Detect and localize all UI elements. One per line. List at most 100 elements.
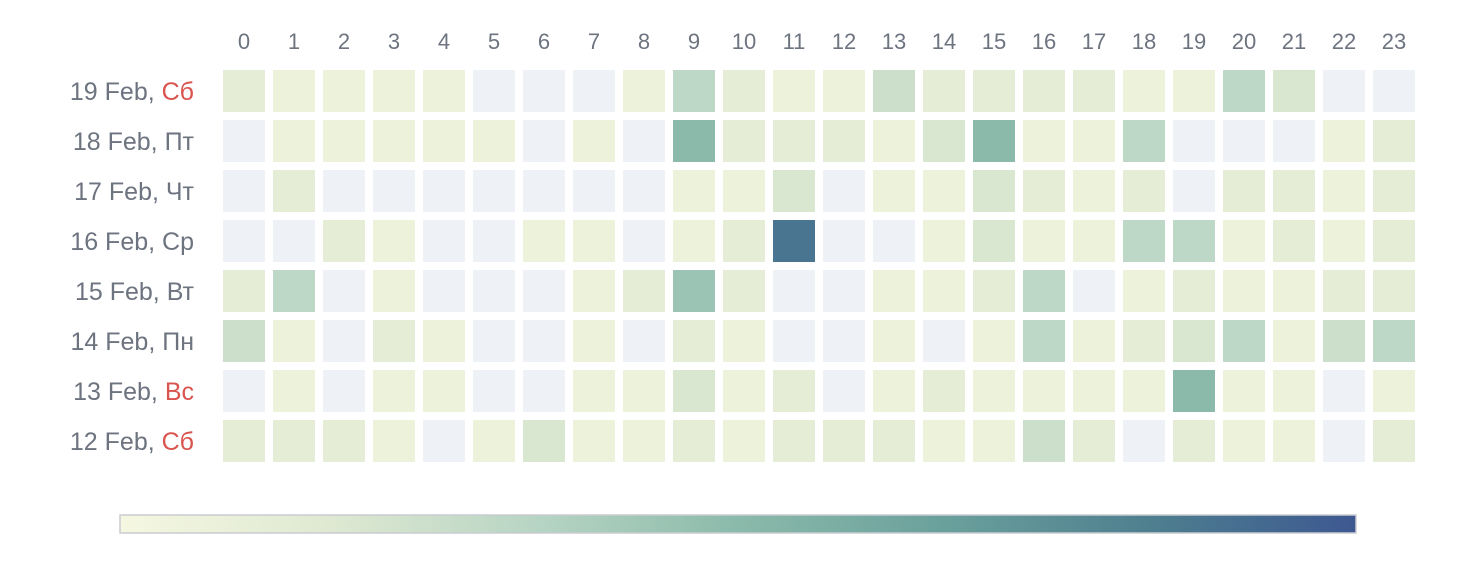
heatmap-cell[interactable]: [523, 320, 565, 362]
heatmap-cell[interactable]: [1073, 170, 1115, 212]
heatmap-cell[interactable]: [1073, 420, 1115, 462]
heatmap-cell[interactable]: [673, 420, 715, 462]
heatmap-cell[interactable]: [223, 220, 265, 262]
heatmap-cell[interactable]: [873, 320, 915, 362]
heatmap-cell[interactable]: [473, 120, 515, 162]
heatmap-cell[interactable]: [823, 420, 865, 462]
heatmap-cell[interactable]: [1123, 320, 1165, 362]
heatmap-cell[interactable]: [273, 420, 315, 462]
heatmap-cell[interactable]: [1323, 70, 1365, 112]
heatmap-cell[interactable]: [873, 220, 915, 262]
heatmap-cell[interactable]: [1023, 370, 1065, 412]
heatmap-cell[interactable]: [1373, 170, 1415, 212]
heatmap-cell[interactable]: [973, 320, 1015, 362]
heatmap-cell[interactable]: [1123, 270, 1165, 312]
heatmap-cell[interactable]: [973, 170, 1015, 212]
heatmap-cell[interactable]: [1273, 120, 1315, 162]
heatmap-cell[interactable]: [423, 370, 465, 412]
heatmap-cell[interactable]: [423, 70, 465, 112]
heatmap-cell[interactable]: [723, 70, 765, 112]
heatmap-cell[interactable]: [1373, 370, 1415, 412]
heatmap-cell[interactable]: [973, 70, 1015, 112]
heatmap-cell[interactable]: [323, 270, 365, 312]
heatmap-cell[interactable]: [473, 370, 515, 412]
heatmap-cell[interactable]: [223, 420, 265, 462]
heatmap-cell[interactable]: [973, 220, 1015, 262]
heatmap-cell[interactable]: [323, 370, 365, 412]
heatmap-cell[interactable]: [1123, 120, 1165, 162]
heatmap-cell[interactable]: [573, 70, 615, 112]
heatmap-cell[interactable]: [1373, 420, 1415, 462]
heatmap-cell[interactable]: [1023, 420, 1065, 462]
heatmap-cell[interactable]: [923, 420, 965, 462]
heatmap-cell[interactable]: [873, 120, 915, 162]
heatmap-cell[interactable]: [623, 70, 665, 112]
heatmap-cell[interactable]: [1223, 420, 1265, 462]
heatmap-cell[interactable]: [573, 420, 615, 462]
heatmap-cell[interactable]: [923, 370, 965, 412]
heatmap-cell[interactable]: [1023, 270, 1065, 312]
heatmap-cell[interactable]: [323, 170, 365, 212]
heatmap-cell[interactable]: [773, 420, 815, 462]
heatmap-cell[interactable]: [223, 120, 265, 162]
heatmap-cell[interactable]: [1123, 220, 1165, 262]
heatmap-cell[interactable]: [673, 170, 715, 212]
heatmap-cell[interactable]: [223, 70, 265, 112]
heatmap-cell[interactable]: [473, 70, 515, 112]
heatmap-cell[interactable]: [723, 420, 765, 462]
heatmap-cell[interactable]: [1273, 70, 1315, 112]
heatmap-cell[interactable]: [1073, 120, 1115, 162]
heatmap-cell[interactable]: [973, 420, 1015, 462]
heatmap-cell[interactable]: [373, 70, 415, 112]
heatmap-cell[interactable]: [1273, 220, 1315, 262]
heatmap-cell[interactable]: [673, 370, 715, 412]
heatmap-cell[interactable]: [1223, 220, 1265, 262]
heatmap-cell[interactable]: [623, 220, 665, 262]
heatmap-cell[interactable]: [823, 120, 865, 162]
heatmap-cell[interactable]: [623, 420, 665, 462]
heatmap-cell[interactable]: [773, 270, 815, 312]
heatmap-cell[interactable]: [523, 370, 565, 412]
heatmap-cell[interactable]: [1323, 270, 1365, 312]
heatmap-cell[interactable]: [1323, 170, 1365, 212]
heatmap-cell[interactable]: [1123, 170, 1165, 212]
heatmap-cell[interactable]: [673, 220, 715, 262]
heatmap-cell[interactable]: [1373, 320, 1415, 362]
heatmap-cell[interactable]: [423, 420, 465, 462]
heatmap-cell[interactable]: [973, 120, 1015, 162]
heatmap-cell[interactable]: [1223, 170, 1265, 212]
heatmap-cell[interactable]: [1173, 270, 1215, 312]
heatmap-cell[interactable]: [1173, 370, 1215, 412]
heatmap-cell[interactable]: [523, 170, 565, 212]
heatmap-cell[interactable]: [323, 70, 365, 112]
heatmap-cell[interactable]: [423, 320, 465, 362]
heatmap-cell[interactable]: [723, 220, 765, 262]
heatmap-cell[interactable]: [723, 320, 765, 362]
heatmap-cell[interactable]: [1273, 320, 1315, 362]
heatmap-cell[interactable]: [673, 120, 715, 162]
heatmap-cell[interactable]: [1373, 270, 1415, 312]
heatmap-cell[interactable]: [373, 170, 415, 212]
heatmap-cell[interactable]: [1023, 220, 1065, 262]
heatmap-cell[interactable]: [1323, 220, 1365, 262]
heatmap-cell[interactable]: [473, 220, 515, 262]
heatmap-cell[interactable]: [373, 420, 415, 462]
heatmap-cell[interactable]: [1173, 420, 1215, 462]
heatmap-cell[interactable]: [823, 370, 865, 412]
heatmap-cell[interactable]: [623, 370, 665, 412]
heatmap-cell[interactable]: [1173, 170, 1215, 212]
heatmap-cell[interactable]: [1373, 120, 1415, 162]
heatmap-cell[interactable]: [223, 320, 265, 362]
heatmap-cell[interactable]: [823, 170, 865, 212]
heatmap-cell[interactable]: [823, 320, 865, 362]
heatmap-cell[interactable]: [923, 270, 965, 312]
heatmap-cell[interactable]: [1173, 120, 1215, 162]
heatmap-cell[interactable]: [1173, 220, 1215, 262]
heatmap-cell[interactable]: [373, 320, 415, 362]
heatmap-cell[interactable]: [973, 270, 1015, 312]
heatmap-cell[interactable]: [873, 370, 915, 412]
heatmap-cell[interactable]: [1073, 320, 1115, 362]
heatmap-cell[interactable]: [1273, 370, 1315, 412]
heatmap-cell[interactable]: [773, 70, 815, 112]
heatmap-cell[interactable]: [1223, 120, 1265, 162]
